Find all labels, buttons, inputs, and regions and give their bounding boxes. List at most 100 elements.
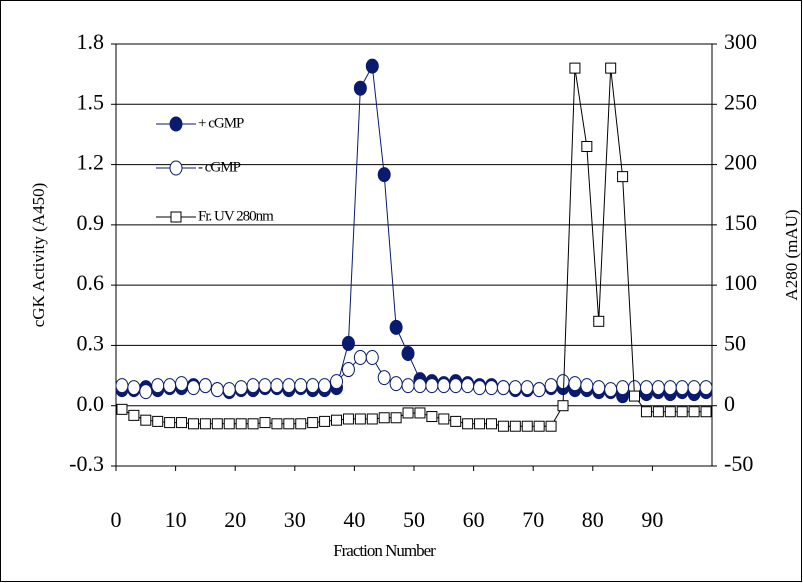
point (331, 414, 343, 426)
x-tick-label: 0 (111, 507, 122, 532)
point (533, 420, 545, 432)
point (592, 380, 606, 396)
point (378, 412, 390, 424)
y2-tick-label: 250 (724, 89, 757, 114)
point (402, 407, 414, 419)
point (152, 415, 164, 427)
x-axis-label: Fraction Number (333, 541, 436, 560)
point (449, 378, 463, 394)
point (593, 315, 605, 327)
y-tick-label: 1.5 (77, 89, 105, 114)
point (140, 414, 152, 426)
point (306, 378, 320, 394)
y2-axis-label: A280 (mAU) (782, 209, 801, 300)
point (509, 420, 521, 432)
point (700, 406, 712, 418)
point (401, 378, 415, 394)
point (151, 378, 165, 394)
point (616, 380, 630, 396)
y-tick-label: 0.3 (77, 330, 105, 355)
point (116, 403, 128, 415)
point (651, 380, 665, 396)
point (353, 80, 367, 96)
point (211, 418, 223, 430)
point (496, 380, 510, 396)
point (377, 167, 391, 183)
point (341, 335, 355, 351)
y2-tick-label: 150 (724, 210, 757, 235)
point (484, 380, 498, 396)
point (353, 349, 367, 365)
point (437, 378, 451, 394)
point (581, 140, 593, 152)
legend-label: + cGMP (198, 115, 244, 131)
point (235, 418, 247, 430)
y2-tick-label: 300 (724, 29, 757, 54)
legend-marker (169, 116, 183, 132)
point (568, 376, 582, 392)
point (259, 417, 271, 429)
point (271, 418, 283, 430)
point (199, 418, 211, 430)
point (283, 418, 295, 430)
y2-tick-label: 50 (724, 330, 746, 355)
x-tick-label: 60 (463, 507, 485, 532)
x-tick-label: 80 (582, 507, 604, 532)
point (663, 380, 677, 396)
x-tick-label: 50 (403, 507, 425, 532)
point (258, 378, 272, 394)
point (580, 378, 594, 394)
point (186, 380, 200, 396)
x-tick-label: 40 (343, 507, 365, 532)
x-tick-label: 70 (522, 507, 544, 532)
y2-tick-label: 0 (724, 391, 735, 416)
point (294, 378, 308, 394)
point (414, 407, 426, 419)
point (652, 406, 664, 418)
point (128, 409, 140, 421)
point (295, 418, 307, 430)
point (390, 412, 402, 424)
point (425, 378, 439, 394)
point (556, 374, 570, 390)
point (330, 374, 344, 390)
point (175, 376, 189, 392)
point (365, 58, 379, 74)
point (163, 378, 177, 394)
y2-tick-label: -50 (724, 451, 753, 476)
point (629, 390, 641, 402)
plot-frame (115, 43, 713, 467)
point (604, 382, 618, 398)
point (676, 406, 688, 418)
point (307, 417, 319, 429)
legend-marker (169, 160, 183, 176)
point (282, 378, 296, 394)
point (198, 378, 212, 394)
point (438, 413, 450, 425)
point (341, 362, 355, 378)
point (139, 384, 153, 400)
point (246, 378, 260, 394)
x-tick-label: 90 (641, 507, 663, 532)
point (497, 420, 509, 432)
point (319, 415, 331, 427)
y-tick-label: -0.3 (69, 451, 104, 476)
point (366, 413, 378, 425)
point (687, 380, 701, 396)
point (401, 345, 415, 361)
y-tick-label: 0.9 (77, 210, 105, 235)
point (544, 378, 558, 394)
point (640, 406, 652, 418)
point (342, 413, 354, 425)
point (545, 420, 557, 432)
point (462, 418, 474, 430)
point (664, 406, 676, 418)
y2-tick-label: 200 (724, 150, 757, 175)
point (532, 382, 546, 398)
point (176, 417, 188, 429)
point (461, 378, 475, 394)
point (426, 411, 438, 423)
point (389, 319, 403, 335)
point (473, 380, 487, 396)
point (210, 382, 224, 398)
